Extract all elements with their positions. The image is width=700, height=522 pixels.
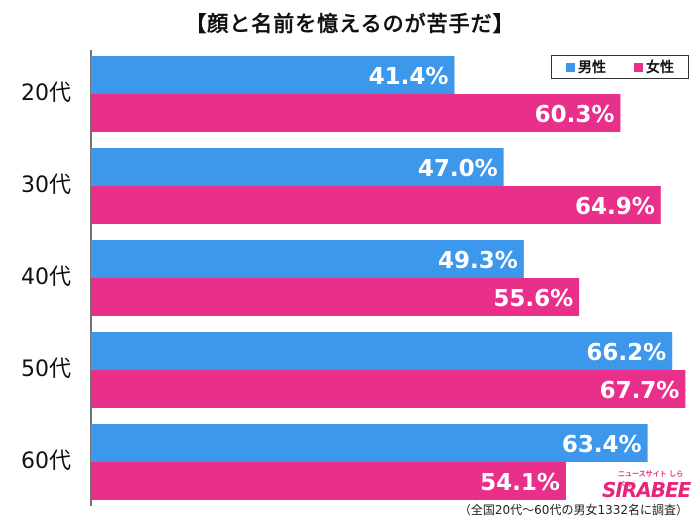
legend-item-male: 男性 bbox=[566, 57, 606, 77]
bar-male bbox=[91, 424, 648, 462]
bar-female bbox=[91, 94, 621, 132]
bar-male bbox=[91, 240, 524, 278]
legend: 男性 女性 bbox=[551, 55, 689, 79]
data-label-male: 66.2% bbox=[586, 340, 666, 366]
category-label: 50代 bbox=[21, 357, 71, 382]
legend-item-female: 女性 bbox=[634, 57, 674, 77]
data-label-male: 49.3% bbox=[438, 248, 518, 274]
data-label-female: 60.3% bbox=[535, 102, 615, 128]
legend-label-male: 男性 bbox=[578, 60, 606, 76]
data-label-male: 41.4% bbox=[369, 64, 449, 90]
chart-title: 【顔と名前を憶えるのが苦手だ】 bbox=[185, 12, 515, 36]
bar-male bbox=[91, 332, 673, 370]
legend-swatch-male bbox=[566, 62, 575, 72]
bar-male bbox=[91, 56, 455, 94]
category-label: 20代 bbox=[21, 81, 71, 106]
logo-subtitle: ニュースサイト しらべぇ bbox=[618, 470, 684, 488]
source-note: （全国20代～60代の男女1332名に調査） bbox=[458, 503, 688, 517]
bar-female bbox=[91, 462, 566, 500]
bar-male bbox=[91, 148, 504, 186]
data-label-female: 54.1% bbox=[480, 470, 560, 496]
data-label-female: 67.7% bbox=[600, 378, 680, 404]
legend-swatch-female bbox=[634, 62, 643, 72]
data-label-male: 63.4% bbox=[562, 432, 642, 458]
category-label: 40代 bbox=[21, 265, 71, 290]
legend-label-female: 女性 bbox=[646, 60, 674, 76]
category-label: 60代 bbox=[21, 449, 71, 474]
category-label: 30代 bbox=[21, 173, 71, 198]
bar-female bbox=[91, 278, 580, 316]
bar-female bbox=[91, 186, 661, 224]
bar-female bbox=[91, 370, 686, 408]
sirabee-logo: ニュースサイト しらべぇ SIRABEE bbox=[602, 470, 691, 502]
data-label-female: 55.6% bbox=[493, 286, 573, 312]
data-label-male: 47.0% bbox=[418, 156, 498, 182]
data-label-female: 64.9% bbox=[575, 194, 655, 220]
logo-text: SIRABEE bbox=[602, 478, 691, 502]
